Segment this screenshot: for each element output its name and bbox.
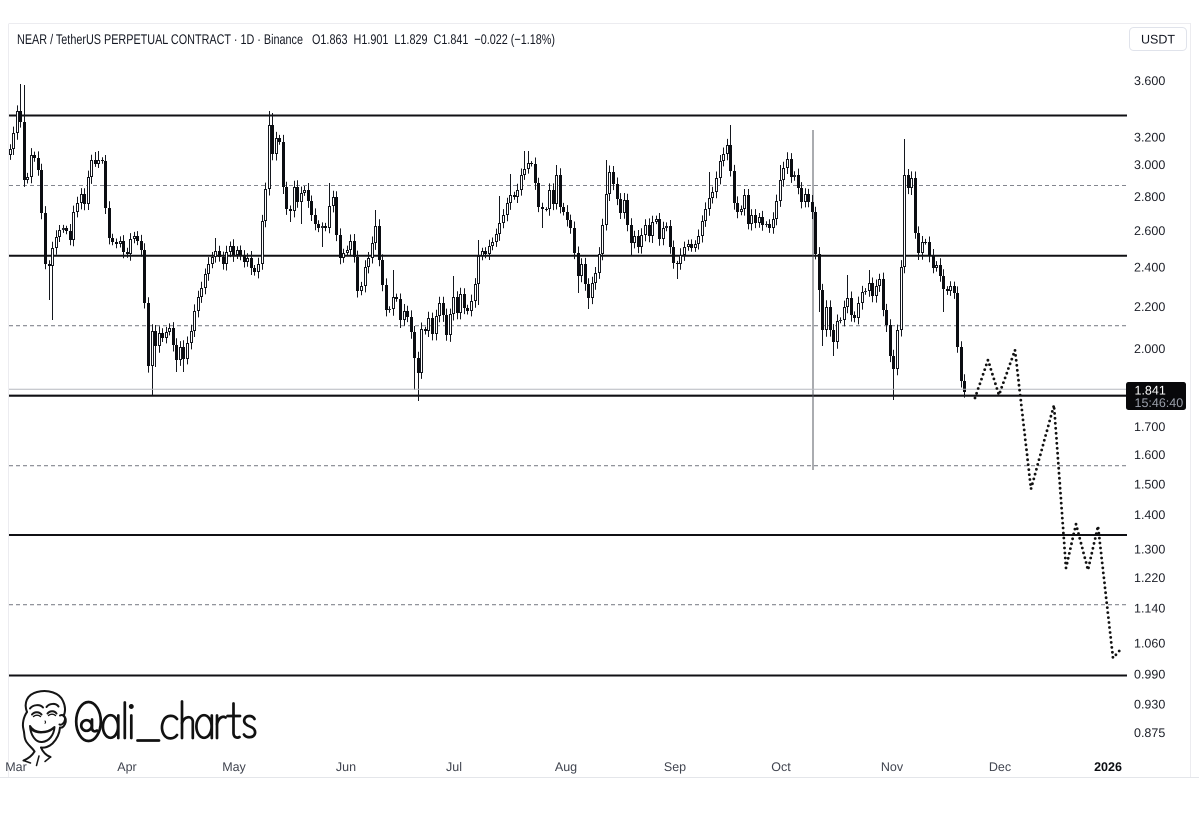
svg-text:2.000: 2.000 xyxy=(1134,342,1165,356)
svg-text:1.700: 1.700 xyxy=(1134,420,1165,434)
svg-text:May: May xyxy=(222,760,246,774)
svg-text:1.300: 1.300 xyxy=(1134,543,1165,557)
svg-text:15:46:40: 15:46:40 xyxy=(1135,396,1184,410)
svg-text:2.800: 2.800 xyxy=(1134,190,1165,204)
svg-text:Sep: Sep xyxy=(664,760,686,774)
svg-text:1.841: 1.841 xyxy=(1135,384,1166,398)
svg-text:1.500: 1.500 xyxy=(1134,478,1165,492)
svg-text:3.200: 3.200 xyxy=(1134,131,1165,145)
svg-text:1.220: 1.220 xyxy=(1134,571,1165,585)
svg-text:1.400: 1.400 xyxy=(1134,508,1165,522)
svg-text:Dec: Dec xyxy=(989,760,1011,774)
svg-text:Jul: Jul xyxy=(446,760,462,774)
svg-text:Oct: Oct xyxy=(771,760,791,774)
svg-text:NEAR / TetherUS PERPETUAL CONT: NEAR / TetherUS PERPETUAL CONTRACT · 1D … xyxy=(17,31,555,47)
svg-text:3.000: 3.000 xyxy=(1134,158,1165,172)
svg-text:2.400: 2.400 xyxy=(1134,261,1165,275)
svg-text:0.990: 0.990 xyxy=(1134,668,1165,682)
svg-text:Apr: Apr xyxy=(117,760,136,774)
svg-text:2.200: 2.200 xyxy=(1134,300,1165,314)
svg-text:Jun: Jun xyxy=(336,760,356,774)
svg-text:Mar: Mar xyxy=(5,760,27,774)
svg-text:Nov: Nov xyxy=(881,760,904,774)
svg-text:1.140: 1.140 xyxy=(1134,602,1165,616)
svg-text:USDT: USDT xyxy=(1141,33,1175,47)
svg-text:2.600: 2.600 xyxy=(1134,224,1165,238)
svg-text:0.875: 0.875 xyxy=(1134,726,1165,740)
svg-text:1.600: 1.600 xyxy=(1134,448,1165,462)
svg-text:2026: 2026 xyxy=(1094,760,1122,774)
svg-text:3.600: 3.600 xyxy=(1134,74,1165,88)
svg-text:0.930: 0.930 xyxy=(1134,698,1165,712)
svg-text:Aug: Aug xyxy=(555,760,577,774)
svg-text:1.060: 1.060 xyxy=(1134,637,1165,651)
